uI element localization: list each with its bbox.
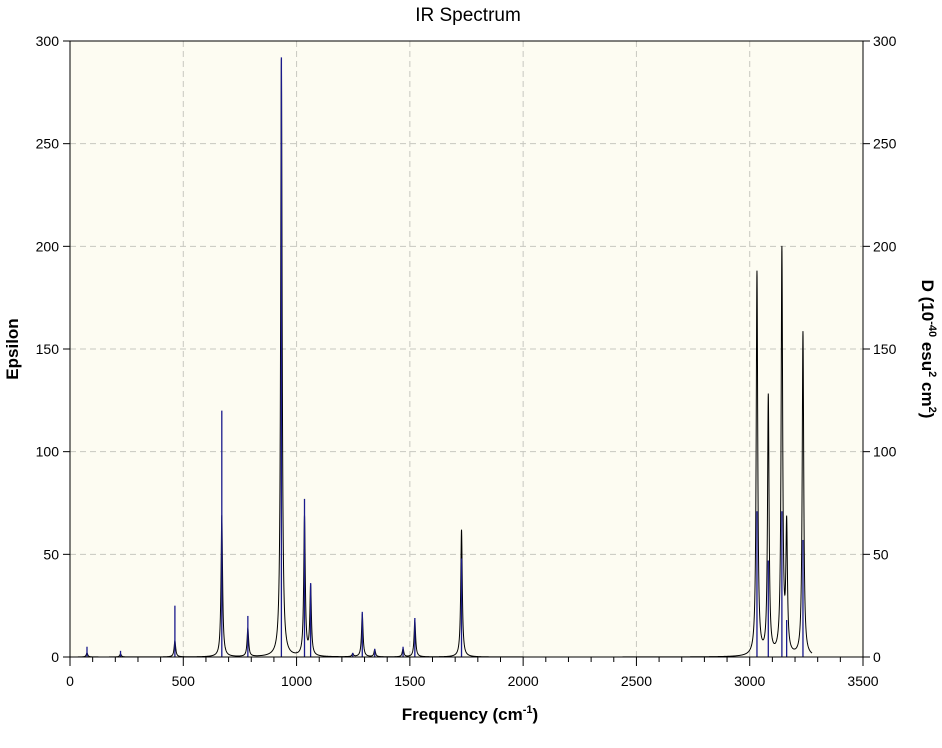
y-tick-label: 100 xyxy=(36,444,60,460)
y2-tick-label: 250 xyxy=(873,136,897,152)
y2-tick-label: 200 xyxy=(873,238,897,254)
y2-tick-label: 100 xyxy=(873,444,897,460)
y-tick-label: 150 xyxy=(36,341,60,357)
x-tick-label: 2500 xyxy=(621,673,652,689)
x-tick-label: 500 xyxy=(172,673,196,689)
y-tick-label: 200 xyxy=(36,238,60,254)
y2-tick-label: 150 xyxy=(873,341,897,357)
y-axis-label: Epsilon xyxy=(3,318,22,379)
y2-axis-label: D (10-40 esu2 cm2) xyxy=(918,280,938,419)
y2-tick-label: 300 xyxy=(873,33,897,49)
axes: 0 500 1000 1500 2000 2500 3000 3500050100150200… xyxy=(36,33,897,689)
x-tick-label: 2000 xyxy=(508,673,539,689)
chart-title: IR Spectrum xyxy=(415,5,521,26)
y-tick-label: 50 xyxy=(43,546,59,562)
y-tick-label: 300 xyxy=(36,33,60,49)
y-tick-label: 250 xyxy=(36,136,60,152)
x-tick-label: 3000 xyxy=(734,673,765,689)
stick-layer xyxy=(86,57,804,657)
y2-tick-label: 0 xyxy=(873,649,881,665)
x-tick-label: 1000 xyxy=(281,673,312,689)
x-tick-label: 0 xyxy=(66,673,74,689)
y2-tick-label: 50 xyxy=(873,546,889,562)
x-axis-label: Frequency (cm-1) xyxy=(402,704,538,724)
x-tick-label: 1500 xyxy=(394,673,425,689)
x-tick-label: 3500 xyxy=(847,673,878,689)
y-tick-label: 0 xyxy=(51,649,59,665)
